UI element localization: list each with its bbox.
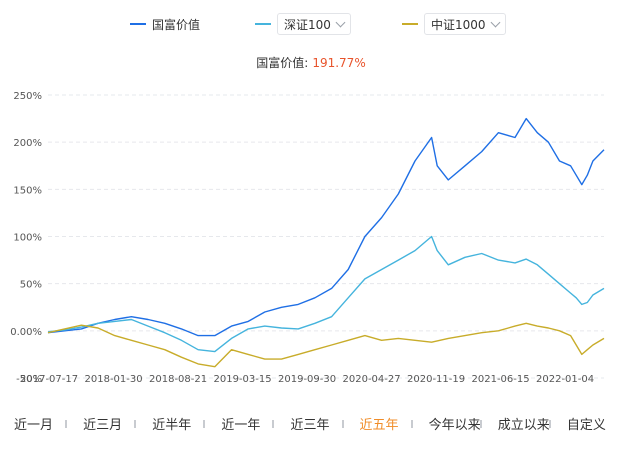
compare1-select[interactable]: 深证100 xyxy=(277,13,351,35)
range-tab[interactable]: 近半年 xyxy=(152,418,192,433)
range-tab[interactable]: 近三年 xyxy=(290,418,330,433)
tab-separator xyxy=(134,420,137,428)
legend-item-main: 国富价值 xyxy=(130,12,200,36)
summary-value: 191.77% xyxy=(312,56,366,70)
series-line-2 xyxy=(47,322,605,368)
range-tab[interactable]: 自定义 xyxy=(566,418,606,433)
time-range-tabs: 近一月 近三月 近半年 近一年 近三年 近五年 今年以来 成立以来 自定义 xyxy=(0,412,622,436)
y-tick-label: 250% xyxy=(13,91,42,102)
x-tick-label: 2020-11-19 xyxy=(407,374,465,385)
y-tick-label: 100% xyxy=(13,233,42,244)
tab-separator xyxy=(341,420,344,428)
tab-separator xyxy=(479,420,482,428)
y-tick-label: 150% xyxy=(13,185,42,196)
y-tick-label: 200% xyxy=(13,138,42,149)
x-tick-label: 2021-06-15 xyxy=(472,374,530,385)
x-tick-label: 2018-01-30 xyxy=(85,374,143,385)
chevron-down-icon xyxy=(335,17,346,27)
legend-line-compare1 xyxy=(255,23,271,25)
tab-separator xyxy=(410,420,413,428)
x-tick-label: 2019-03-15 xyxy=(214,374,272,385)
legend-label-main: 国富价值 xyxy=(152,17,201,32)
y-tick-label: -50% xyxy=(16,374,42,385)
summary-return: 国富价值: 191.77% xyxy=(0,54,622,71)
range-tab[interactable]: 近一年 xyxy=(221,418,261,433)
legend-line-compare2 xyxy=(402,23,418,25)
range-tab[interactable]: 近五年 xyxy=(359,418,399,433)
y-tick-label: 50% xyxy=(20,280,42,291)
series-line-1 xyxy=(47,235,605,353)
tab-separator xyxy=(548,420,551,428)
range-tab[interactable]: 今年以来 xyxy=(428,418,481,433)
range-tab[interactable]: 成立以来 xyxy=(497,418,550,433)
x-tick-label: 2022-01-04 xyxy=(536,374,594,385)
x-tick-label: 2020-04-27 xyxy=(343,374,401,385)
x-tick-label: 2018-08-21 xyxy=(149,374,207,385)
compare1-label: 深证100 xyxy=(284,17,331,32)
chart-legend: 国富价值 深证100 中证1000 xyxy=(0,8,622,38)
legend-item-compare2[interactable]: 中证1000 xyxy=(402,12,506,36)
performance-chart: 250% 200% 150% 100% 50% 0.00% -50%2017-07-17 20… xyxy=(10,91,605,385)
series-line-0 xyxy=(47,117,605,337)
x-tick-label: 2019-09-30 xyxy=(278,374,336,385)
compare2-select[interactable]: 中证1000 xyxy=(424,13,506,35)
legend-line-main xyxy=(130,23,146,25)
x-tick-label: 2017-07-17 xyxy=(20,374,78,385)
y-tick-label: 0.00% xyxy=(10,327,42,338)
chevron-down-icon xyxy=(490,17,500,27)
range-tab[interactable]: 近三月 xyxy=(83,418,123,433)
tab-separator xyxy=(65,420,68,428)
legend-item-compare1[interactable]: 深证100 xyxy=(255,12,351,36)
range-tab[interactable]: 近一月 xyxy=(14,418,54,433)
tab-separator xyxy=(272,420,275,428)
compare2-label: 中证1000 xyxy=(431,17,486,32)
tab-separator xyxy=(203,420,206,428)
summary-label: 国富价值: xyxy=(256,56,309,70)
